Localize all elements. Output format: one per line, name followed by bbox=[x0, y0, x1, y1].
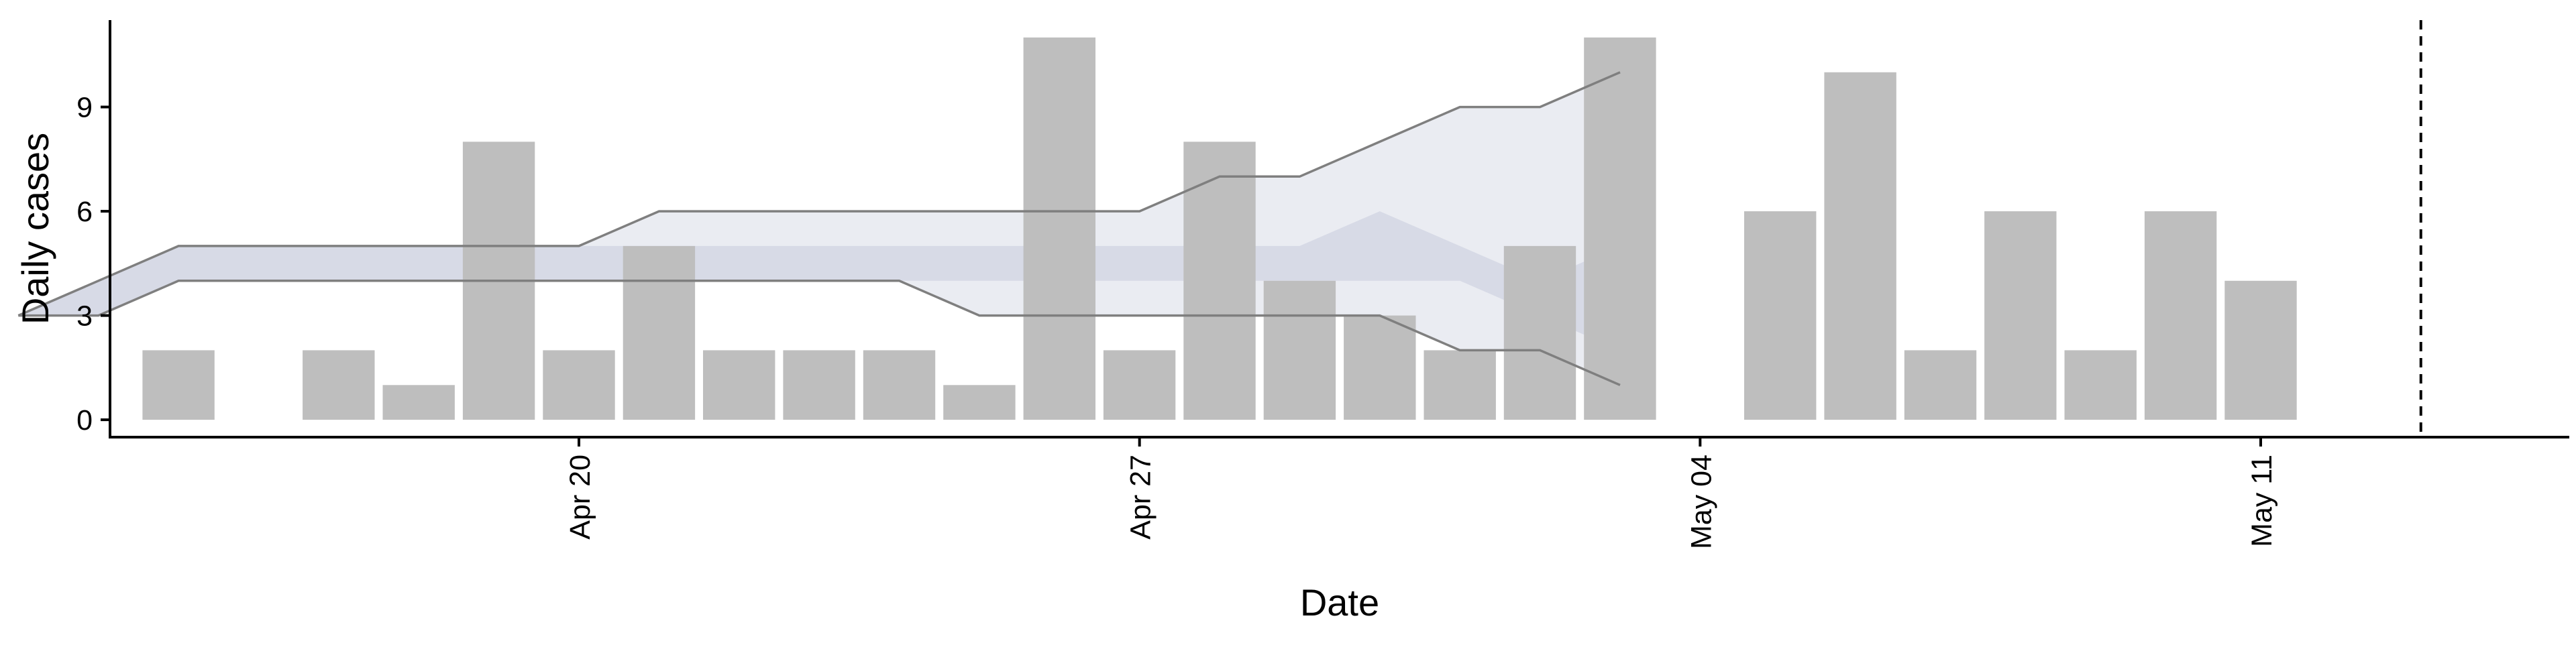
bar bbox=[1023, 37, 1095, 420]
bar bbox=[1263, 280, 1336, 420]
bar bbox=[543, 350, 615, 420]
ticks-group: 0 3 6 9 Apr 20 Apr 27 May 04 May 11 bbox=[76, 92, 2278, 549]
bar bbox=[142, 350, 215, 420]
bar bbox=[783, 350, 855, 420]
bar bbox=[2064, 350, 2137, 420]
bar bbox=[1183, 141, 1256, 420]
bar bbox=[1344, 315, 1416, 420]
x-axis-title: Date bbox=[1300, 581, 1379, 624]
bar bbox=[1503, 245, 1576, 420]
bar bbox=[1103, 350, 1176, 420]
y-tick-label: 9 bbox=[76, 92, 93, 124]
bar bbox=[703, 350, 775, 420]
bar bbox=[1824, 72, 1896, 420]
band-upper-line bbox=[17, 71, 1621, 317]
bar bbox=[863, 350, 936, 420]
band-lower-line bbox=[18, 280, 1621, 386]
bar bbox=[1744, 211, 1817, 420]
bar bbox=[303, 350, 375, 420]
bar bbox=[1424, 350, 1496, 420]
x-tick-label: Apr 20 bbox=[564, 455, 596, 540]
bar bbox=[2144, 211, 2217, 420]
y-tick-label: 3 bbox=[76, 300, 93, 333]
y-tick-label: 0 bbox=[76, 404, 93, 436]
bar bbox=[1984, 211, 2057, 420]
y-axis-title: Daily cases bbox=[14, 133, 56, 325]
bar bbox=[623, 245, 696, 420]
bar bbox=[943, 385, 1016, 420]
x-tick-label: May 11 bbox=[2246, 455, 2278, 547]
bar bbox=[1904, 350, 1977, 420]
bar bbox=[1584, 37, 1656, 420]
x-tick-label: May 04 bbox=[1685, 455, 1717, 549]
bar bbox=[2224, 280, 2297, 420]
y-tick-label: 6 bbox=[76, 196, 93, 228]
band-lines-group bbox=[17, 71, 1621, 386]
axes-group bbox=[109, 20, 2569, 438]
bar bbox=[382, 385, 455, 420]
x-tick-label: Apr 27 bbox=[1125, 455, 1157, 540]
bars-group bbox=[142, 37, 2297, 420]
